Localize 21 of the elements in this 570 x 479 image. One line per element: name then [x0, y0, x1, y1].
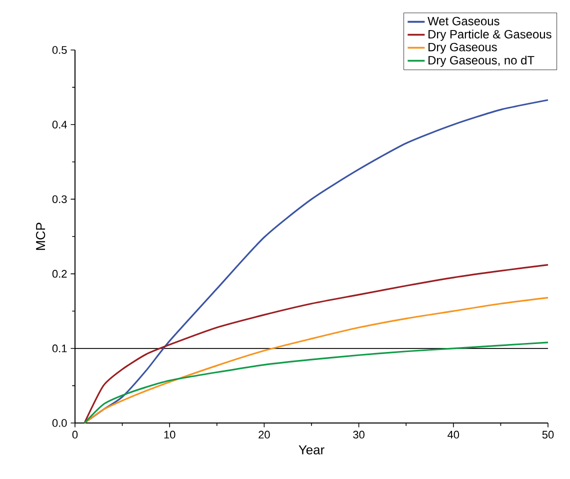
x-tick-label: 10	[164, 430, 176, 439]
legend-label: Dry Particle & Gaseous	[428, 30, 552, 41]
y-tick-label: 0.0	[52, 419, 67, 427]
y-tick-label: 0.5	[52, 46, 67, 54]
legend-label: Wet Gaseous	[428, 16, 500, 26]
x-tick-label: 30	[353, 430, 364, 439]
x-tick-label: 0	[72, 430, 78, 439]
x-axis-title: Year	[298, 445, 324, 454]
y-axis-title: MCP	[36, 222, 46, 250]
x-tick-label: 40	[448, 430, 460, 439]
line-series	[84, 296, 549, 424]
legend-label: Dry Gaseous	[428, 42, 497, 54]
x-tick-label: 20	[258, 430, 270, 439]
legend-label: Dry Gaseous, no dT	[428, 56, 534, 67]
y-tick-label: 0.3	[52, 195, 67, 204]
y-tick-label: 0.1	[52, 344, 67, 352]
y-tick-label: 0.4	[52, 120, 67, 128]
line-series	[84, 264, 549, 424]
line-series	[84, 342, 549, 424]
y-tick-label: 0.2	[52, 270, 67, 278]
x-tick-label: 50	[542, 430, 554, 439]
